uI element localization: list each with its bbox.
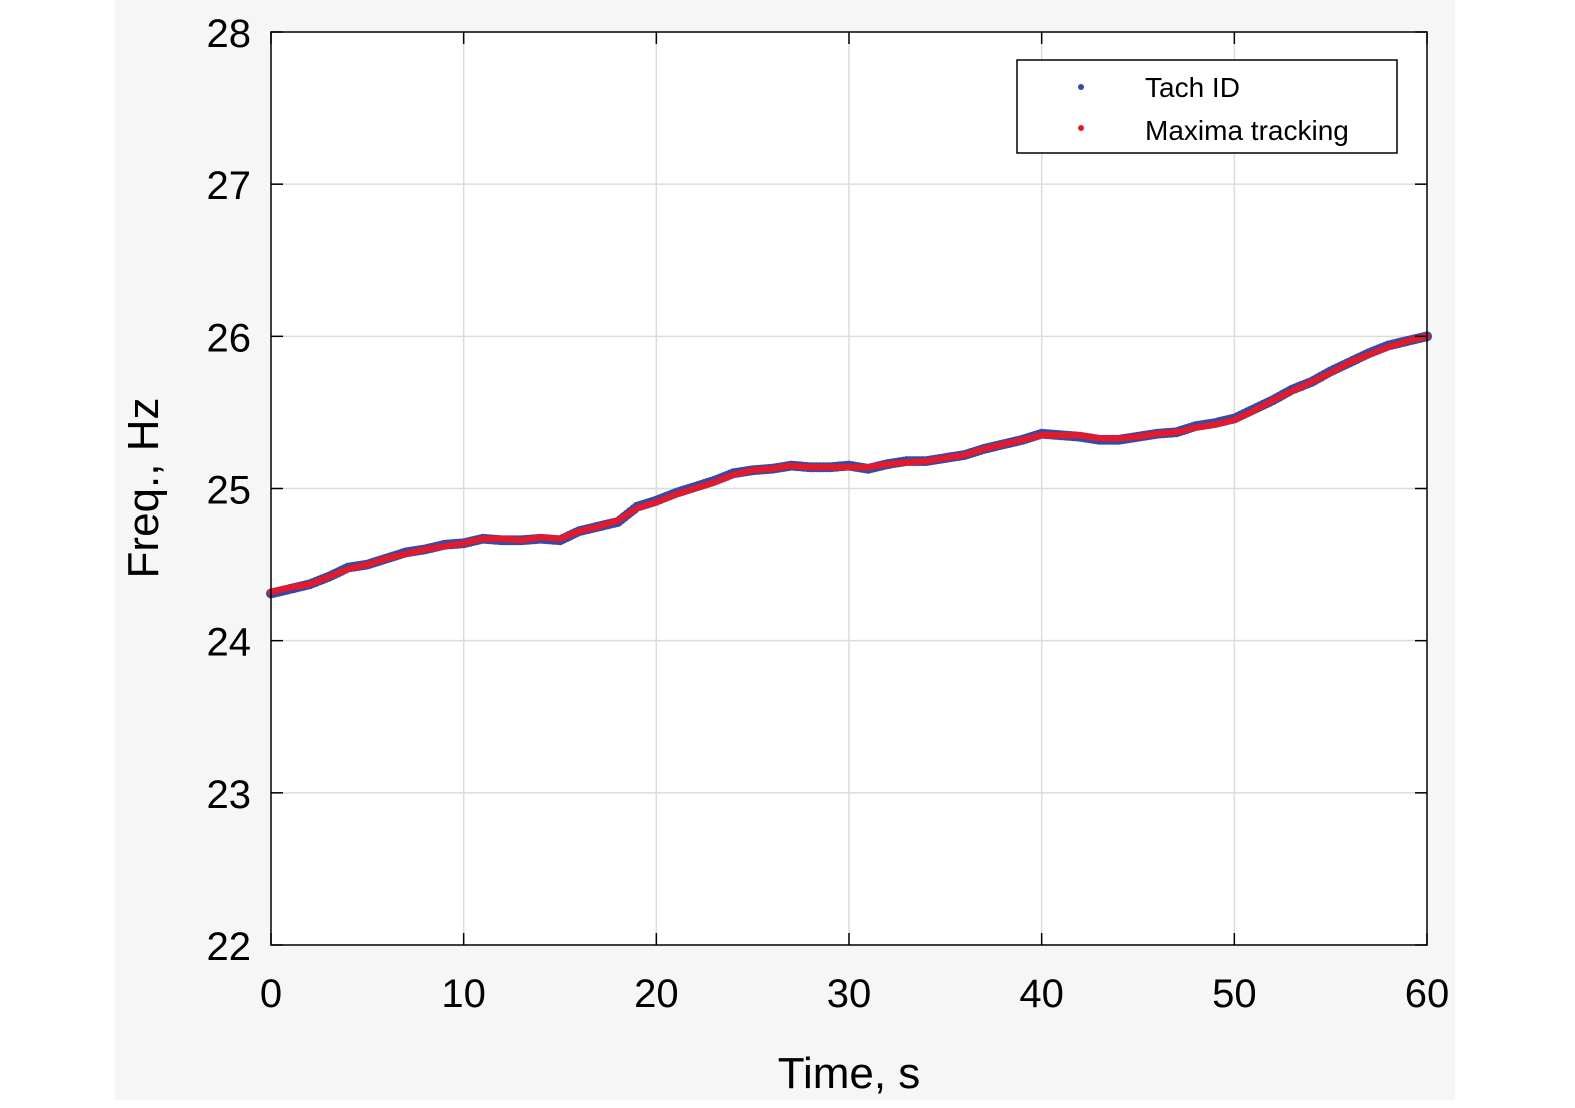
y-tick-label: 24 [207,621,252,665]
x-axis-label: Time, s [778,1049,921,1098]
series-maxima-tracking [267,333,1431,596]
y-tick-label: 27 [207,164,252,208]
y-axis-label: Freq., Hz [119,398,168,579]
y-tick-label: 26 [207,316,252,360]
x-tick-label: 40 [1019,972,1064,1016]
y-tick-label: 23 [207,773,252,817]
x-tick-label: 10 [441,972,486,1016]
x-tick-label: 50 [1212,972,1257,1016]
legend-marker-tach-id [1078,84,1084,90]
x-tick-label: 0 [260,972,282,1016]
ticks [270,31,1428,946]
legend-box [1016,59,1398,154]
legend-label-tach-id: Tach ID [1145,72,1240,103]
y-tick-label: 22 [207,925,252,969]
tick-labels: 0 10 20 30 40 50 60 22 23 24 25 26 27 28 [207,12,1450,1016]
series-layer [266,331,1432,599]
grid [271,32,1427,945]
y-tick-label: 25 [207,469,252,513]
legend: Tach ID Maxima tracking [1016,59,1398,154]
x-tick-label: 60 [1405,972,1450,1016]
y-tick-label: 28 [207,12,252,56]
legend-label-maxima-tracking: Maxima tracking [1145,115,1349,146]
legend-marker-maxima-tracking [1078,125,1084,131]
x-tick-label: 20 [634,972,679,1016]
x-tick-label: 30 [827,972,872,1016]
